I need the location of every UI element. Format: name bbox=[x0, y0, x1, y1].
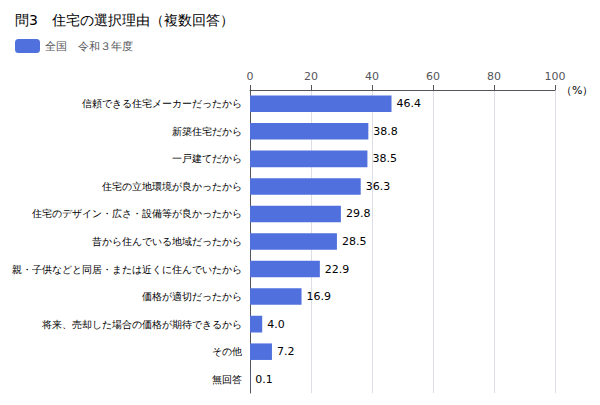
svg-text:4.0: 4.0 bbox=[267, 318, 285, 331]
svg-text:0.1: 0.1 bbox=[255, 373, 273, 386]
svg-text:16.9: 16.9 bbox=[307, 290, 332, 303]
svg-text:住宅のデザイン・広さ・設備等が良かったから: 住宅のデザイン・広さ・設備等が良かったから bbox=[32, 208, 242, 219]
svg-text:40: 40 bbox=[365, 70, 379, 83]
svg-text:38.5: 38.5 bbox=[372, 152, 397, 165]
svg-text:全国 令和３年度: 全国 令和３年度 bbox=[45, 40, 133, 53]
svg-text:昔から住んでいる地域だったから: 昔から住んでいる地域だったから bbox=[92, 236, 242, 247]
svg-text:20: 20 bbox=[304, 70, 318, 83]
svg-text:100: 100 bbox=[545, 70, 566, 83]
svg-text:価格が適切だったから: 価格が適切だったから bbox=[142, 291, 242, 302]
svg-text:46.4: 46.4 bbox=[397, 97, 422, 110]
svg-text:将来、売却した場合の価格が期待できるから: 将来、売却した場合の価格が期待できるから bbox=[41, 319, 242, 330]
svg-text:親・子供などと同居・または近くに住んでいたから: 親・子供などと同居・または近くに住んでいたから bbox=[12, 264, 242, 275]
svg-text:36.3: 36.3 bbox=[366, 180, 391, 193]
svg-text:28.5: 28.5 bbox=[342, 235, 367, 248]
svg-text:38.8: 38.8 bbox=[373, 125, 398, 138]
svg-text:60: 60 bbox=[426, 70, 440, 83]
svg-text:7.2: 7.2 bbox=[277, 345, 295, 358]
svg-text:29.8: 29.8 bbox=[346, 207, 371, 220]
svg-text:0: 0 bbox=[247, 70, 254, 83]
svg-text:その他: その他 bbox=[212, 346, 242, 357]
svg-text:信頼できる住宅メーカーだったから: 信頼できる住宅メーカーだったから bbox=[82, 98, 242, 109]
svg-text:問3 住宅の選択理由（複数回答）: 問3 住宅の選択理由（複数回答） bbox=[15, 12, 234, 28]
svg-text:一戸建てだから: 一戸建てだから bbox=[172, 153, 242, 164]
svg-text:新築住宅だから: 新築住宅だから bbox=[172, 126, 242, 137]
svg-text:（%）: （%） bbox=[561, 84, 593, 97]
svg-text:無回答: 無回答 bbox=[212, 374, 242, 385]
svg-text:80: 80 bbox=[487, 70, 501, 83]
svg-text:22.9: 22.9 bbox=[325, 263, 350, 276]
svg-text:住宅の立地環境が良かったから: 住宅の立地環境が良かったから bbox=[102, 181, 242, 192]
